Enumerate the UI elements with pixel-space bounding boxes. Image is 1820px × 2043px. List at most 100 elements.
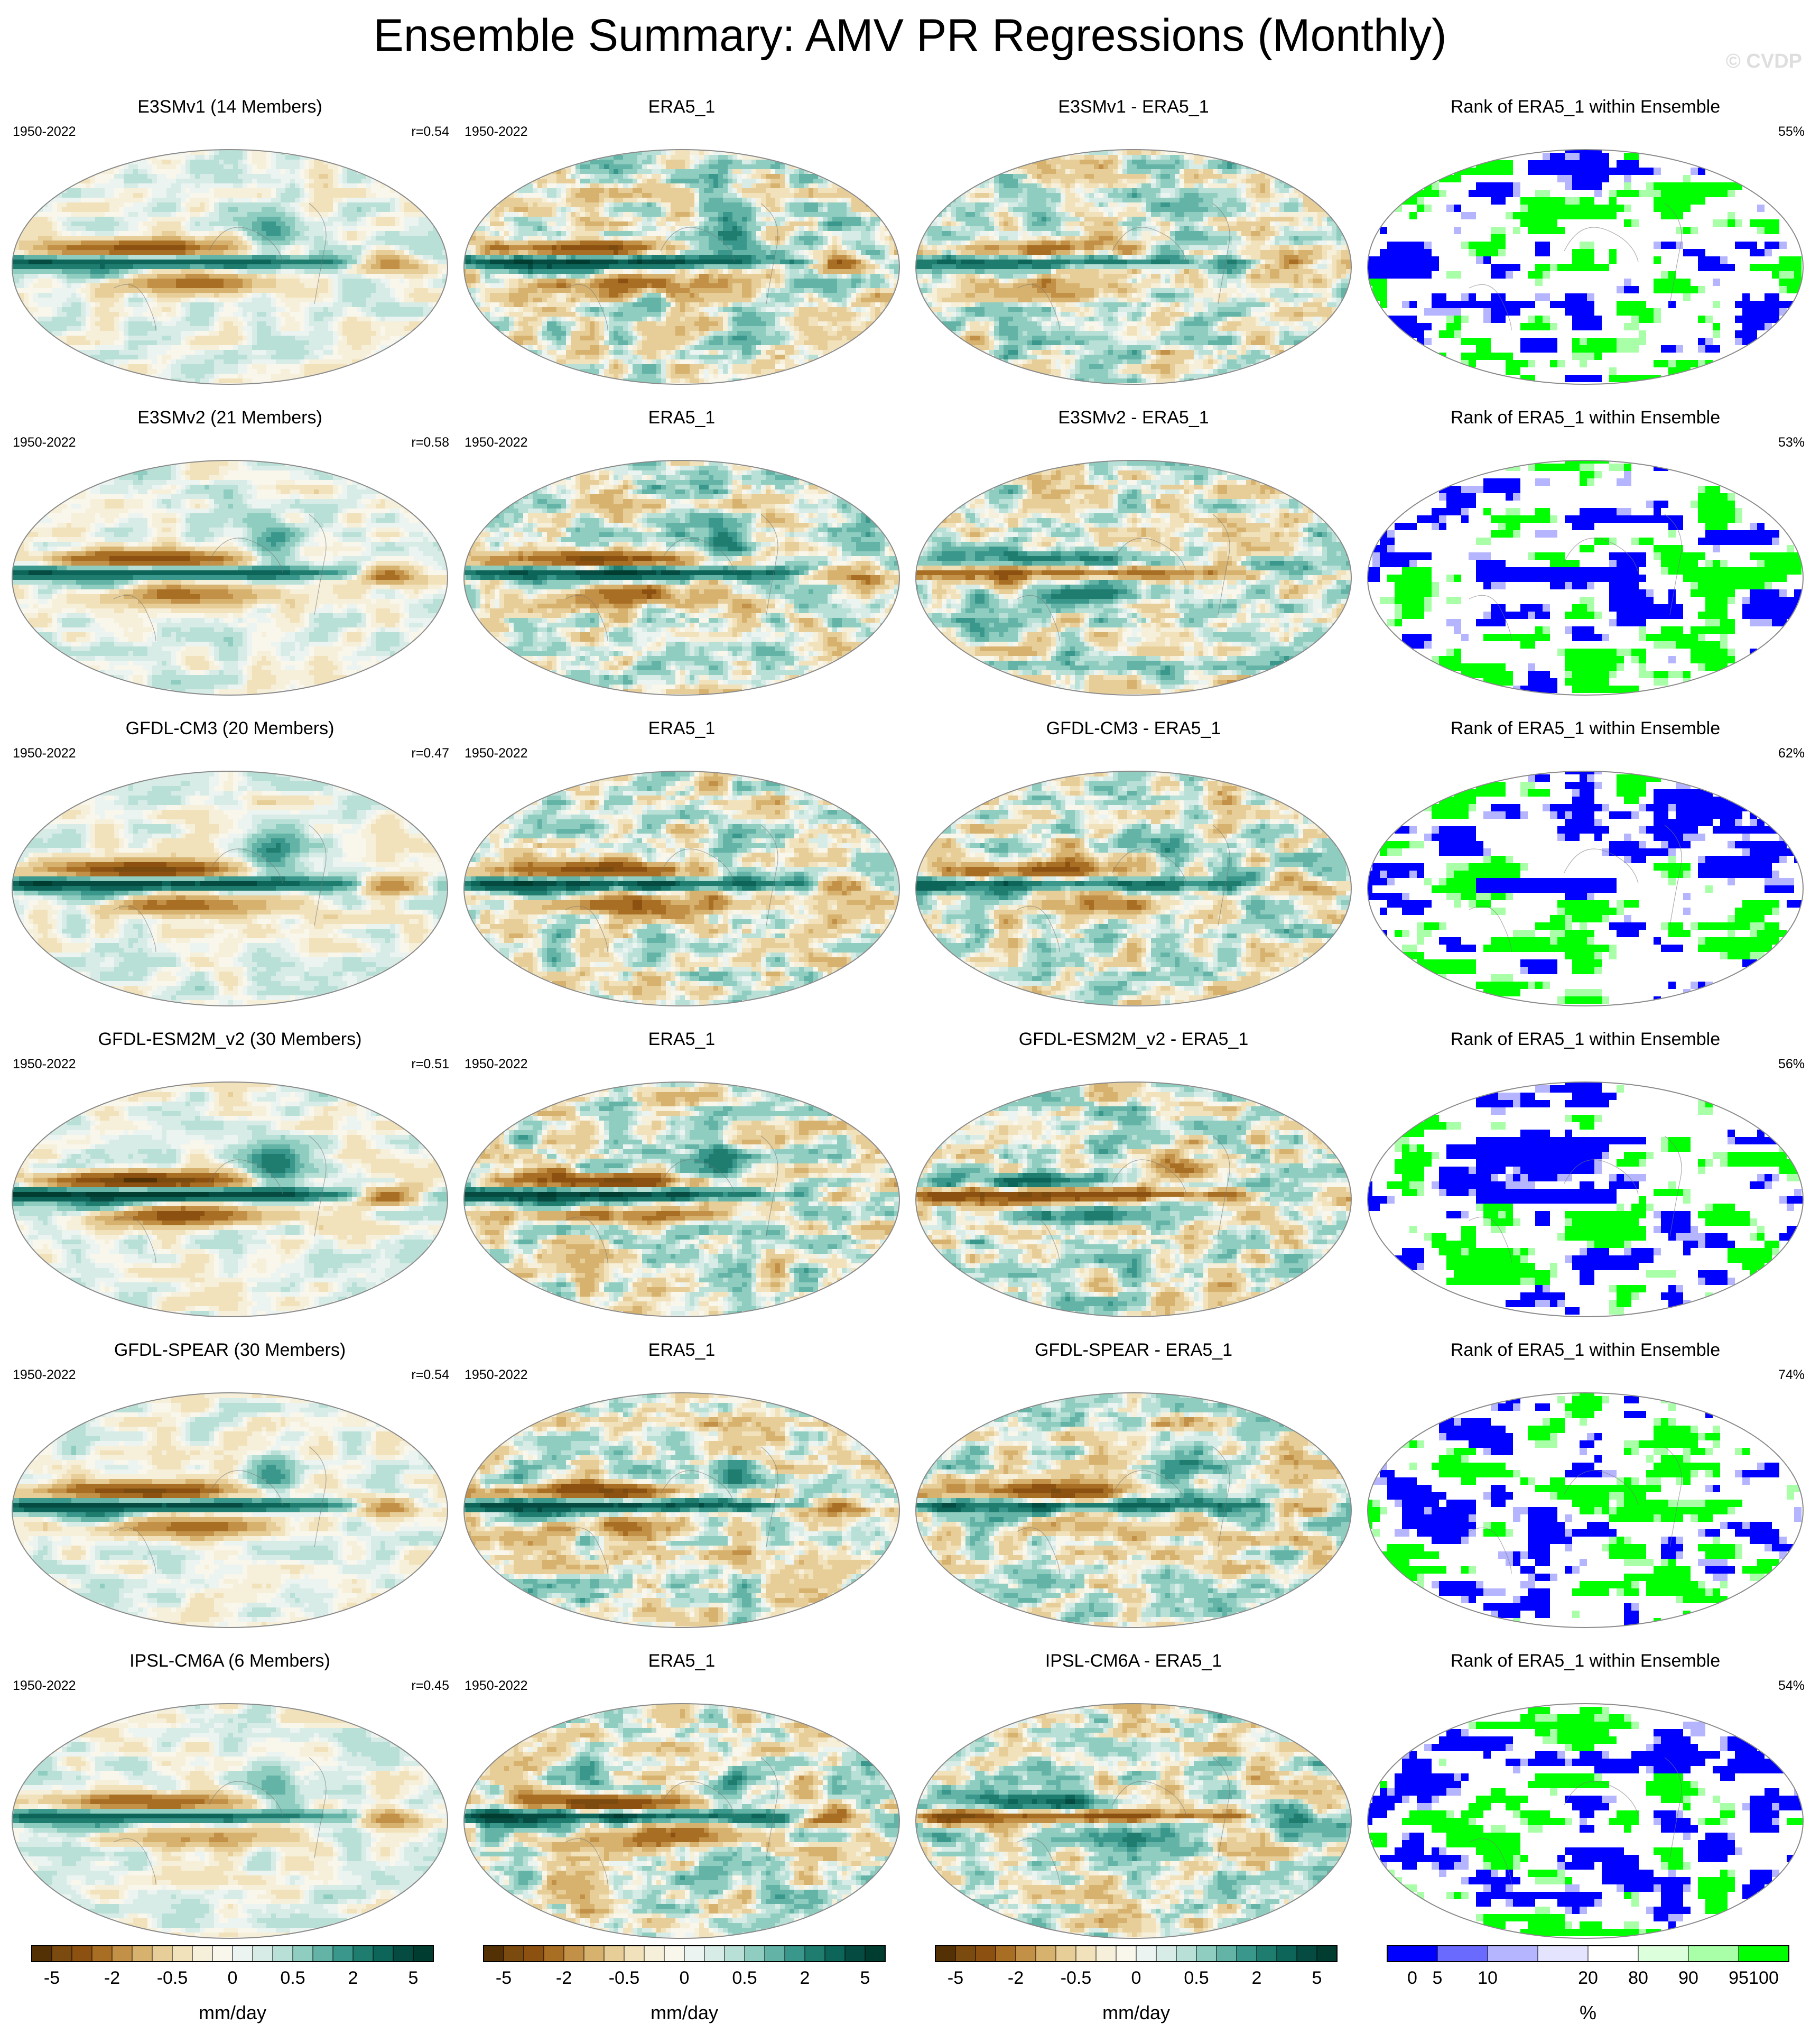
colorbar-swatch — [1236, 1945, 1257, 1962]
period-label: 1950-2022 — [465, 435, 528, 450]
colorbar-tick-label: 10 — [1478, 1968, 1498, 1988]
colorbar-tick-label: 5 — [860, 1968, 870, 1988]
pattern-correlation: r=0.54 — [411, 124, 449, 139]
colorbar-swatch — [132, 1945, 153, 1962]
colorbar-swatch — [31, 1945, 52, 1962]
colorbar-swatch — [172, 1945, 193, 1962]
rank-percent: 55% — [1778, 124, 1805, 139]
colorbar-swatch — [272, 1945, 293, 1962]
panel-rank-4: Rank of ERA5_1 within Ensemble 56% — [1361, 1025, 1810, 1321]
colorbar-tick-label: -5 — [496, 1968, 512, 1988]
pattern-correlation: r=0.58 — [411, 435, 449, 450]
rank-map — [1367, 1081, 1804, 1317]
colorbar-swatch — [483, 1945, 504, 1962]
colorbar-unit-label: mm/day — [1102, 2002, 1171, 2023]
panel-title: GFDL-CM3 - ERA5_1 — [1046, 718, 1221, 738]
colorbar-swatch — [804, 1945, 825, 1962]
colorbar-swatch — [91, 1945, 113, 1962]
panel-diff-6: IPSL-CM6A - ERA5_1 — [909, 1647, 1358, 1943]
pattern-correlation: r=0.51 — [411, 1057, 449, 1071]
colorbar-tick-label: -5 — [948, 1968, 963, 1988]
colorbar-swatch — [1256, 1945, 1277, 1962]
colorbar-swatch — [1015, 1945, 1036, 1962]
colorbar-tick-label: 20 — [1578, 1968, 1598, 1988]
colorbar-swatch — [352, 1945, 374, 1962]
precip-map — [463, 149, 900, 385]
panel-model-4: GFDL-ESM2M_v2 (30 Members) 1950-2022 r=0.5… — [5, 1025, 454, 1321]
colorbar-tick-label: 5 — [408, 1968, 419, 1988]
colorbar-swatch — [844, 1945, 866, 1962]
watermark: © CVDP — [1725, 50, 1802, 72]
colorbar-diff-svg: -5 -2 -0.5 0 0.5 2 5 — [935, 1945, 1338, 1988]
colorbar-swatch — [1136, 1945, 1157, 1962]
colorbar-tick-label: 5 — [1312, 1968, 1322, 1988]
colorbar-diff: -5 -2 -0.5 0 0.5 2 5 mm/day — [935, 1943, 1338, 2023]
colorbar-swatch — [1176, 1945, 1197, 1962]
precip-map — [12, 1703, 448, 1939]
pattern-correlation: r=0.54 — [411, 1367, 449, 1382]
precip-map — [12, 460, 448, 696]
panel-title: Rank of ERA5_1 within Ensemble — [1450, 1029, 1721, 1049]
colorbar-obs: -5 -2 -0.5 0 0.5 2 5 mm/day — [483, 1943, 886, 2023]
colorbar-rank-svg: 0 5 10 20 80 90 95 100 — [1387, 1945, 1789, 1988]
panel-diff-4: GFDL-ESM2M_v2 - ERA5_1 — [909, 1025, 1358, 1321]
colorbar-swatch — [824, 1945, 846, 1962]
panel-title: IPSL-CM6A - ERA5_1 — [1045, 1651, 1222, 1671]
panel-title: IPSL-CM6A (6 Members) — [129, 1651, 330, 1671]
panel-model-6: IPSL-CM6A (6 Members) 1950-2022 r=0.45 — [5, 1647, 454, 1943]
period-label: 1950-2022 — [465, 1678, 528, 1693]
panel-obs-3: ERA5_1 1950-2022 — [457, 714, 906, 1010]
colorbar-swatch — [1035, 1945, 1056, 1962]
precip-map — [463, 1703, 900, 1939]
colorbar-tick-label: 2 — [348, 1968, 358, 1988]
period-label: 1950-2022 — [465, 746, 528, 761]
colorbar-tick-label: 95 — [1729, 1968, 1749, 1988]
panel-title: GFDL-CM3 (20 Members) — [125, 718, 335, 738]
period-label: 1950-2022 — [13, 124, 76, 139]
colorbar-swatch — [1688, 1945, 1739, 1962]
colorbar-swatch — [1095, 1945, 1117, 1962]
period-label: 1950-2022 — [13, 1367, 76, 1382]
colorbar-swatch — [1487, 1945, 1538, 1962]
rank-percent: 53% — [1778, 435, 1805, 450]
colorbar-swatch — [744, 1945, 765, 1962]
period-label: 1950-2022 — [13, 1678, 76, 1693]
colorbar-tick-label: 0 — [680, 1968, 690, 1988]
panel-model-5: GFDL-SPEAR (30 Members) 1950-2022 r=0.54 — [5, 1336, 454, 1632]
period-label: 1950-2022 — [13, 746, 76, 761]
colorbar-swatch — [523, 1945, 544, 1962]
panel-diff-1: E3SMv1 - ERA5_1 — [909, 93, 1358, 389]
colorbar-swatch — [503, 1945, 524, 1962]
colorbar-swatch — [1116, 1945, 1137, 1962]
page-title: Ensemble Summary: AMV PR Regressions (Mo… — [373, 10, 1447, 61]
colorbar-swatch — [112, 1945, 133, 1962]
panel-rank-1: Rank of ERA5_1 within Ensemble 55% — [1361, 93, 1810, 389]
colorbar-tick-label: 5 — [1433, 1968, 1443, 1988]
colorbar-swatch — [865, 1945, 886, 1962]
period-label: 1950-2022 — [13, 435, 76, 450]
colorbar-swatch — [1276, 1945, 1297, 1962]
colorbar-swatch — [764, 1945, 785, 1962]
panel-title: Rank of ERA5_1 within Ensemble — [1450, 97, 1721, 117]
colorbar-swatch — [252, 1945, 273, 1962]
panel-title: ERA5_1 — [648, 1651, 716, 1671]
colorbar-tick-label: -2 — [104, 1968, 120, 1988]
colorbar-tick-label: 0 — [1131, 1968, 1141, 1988]
panel-title: ERA5_1 — [648, 97, 716, 117]
colorbar-swatch — [1055, 1945, 1076, 1962]
precip-map — [915, 460, 1352, 696]
rank-map — [1367, 1392, 1804, 1628]
colorbar-swatch — [1738, 1945, 1789, 1962]
panel-title: Rank of ERA5_1 within Ensemble — [1450, 1651, 1721, 1671]
colorbar-swatch — [1316, 1945, 1338, 1962]
panel-diff-3: GFDL-CM3 - ERA5_1 — [909, 714, 1358, 1010]
colorbar-swatch — [583, 1945, 605, 1962]
colorbar-swatch — [1075, 1945, 1097, 1962]
panel-obs-5: ERA5_1 1950-2022 — [457, 1336, 906, 1632]
precip-map — [463, 1081, 900, 1317]
colorbar-swatch — [1638, 1945, 1689, 1962]
rank-percent: 56% — [1778, 1057, 1805, 1071]
panel-title: Rank of ERA5_1 within Ensemble — [1450, 718, 1721, 738]
colorbar-swatch — [624, 1945, 645, 1962]
colorbar-model: -5 -2 -0.5 0 0.5 2 5 mm/day — [31, 1943, 434, 2023]
